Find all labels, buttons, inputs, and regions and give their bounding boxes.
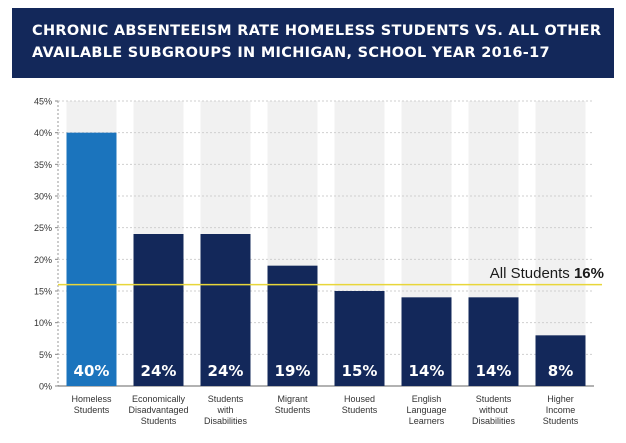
x-tick-label: Students: [74, 405, 110, 415]
y-tick-label: 35%: [34, 160, 52, 170]
bar-data-label: 24%: [208, 362, 244, 380]
x-tick-label: Migrant: [277, 394, 308, 404]
y-tick-label: 10%: [34, 318, 52, 328]
bar: [334, 291, 385, 386]
bar: [468, 297, 519, 386]
bar: [133, 234, 184, 386]
y-tick-label: 0%: [39, 382, 52, 392]
bar: [66, 132, 117, 386]
chart-header: CHRONIC ABSENTEEISM RATE HOMELESS STUDEN…: [12, 8, 614, 78]
x-tick-label: Students: [476, 394, 512, 404]
x-tick-label: Language: [406, 405, 446, 415]
chart-area: 0% 5% 10% 15% 20% 25% 30% 35% 40% 45% 40% Homeless S…: [12, 84, 614, 437]
x-tick-label: Disadvantaged: [128, 405, 188, 415]
x-tick-label: Income: [546, 405, 576, 415]
chart-title-line-2: AVAILABLE SUBGROUPS IN MICHIGAN, SCHOOL …: [32, 45, 550, 61]
y-tick-label: 25%: [34, 223, 52, 233]
x-tick-label: with: [216, 405, 233, 415]
bar-data-label: 15%: [342, 362, 378, 380]
x-tick-label: Disabilities: [204, 416, 248, 426]
reference-line-label-text: All Students: [489, 264, 574, 282]
x-tick-label: Housed: [344, 394, 375, 404]
x-tick-label: Higher: [547, 394, 574, 404]
y-tick-label: 5%: [39, 350, 52, 360]
x-tick-label: Disabilities: [472, 416, 516, 426]
chart-title-line-1: CHRONIC ABSENTEEISM RATE HOMELESS STUDEN…: [32, 23, 602, 39]
x-tick-label: Homeless: [71, 394, 112, 404]
bar-data-label: 14%: [476, 362, 512, 380]
y-tick-label: 45%: [34, 97, 52, 107]
bar: [200, 234, 251, 386]
y-tick-label: 40%: [34, 128, 52, 138]
x-tick-label: Students: [342, 405, 378, 415]
x-tick-label: Students: [543, 416, 579, 426]
y-tick-label: 30%: [34, 192, 52, 202]
reference-line-label-value: 16%: [573, 264, 604, 282]
bar-data-label: 24%: [141, 362, 177, 380]
x-tick-label: Students: [141, 416, 177, 426]
x-tick-label: without: [478, 405, 508, 415]
bar-data-label: 19%: [275, 362, 311, 380]
y-tick-label: 20%: [34, 255, 52, 265]
x-tick-label: Students: [208, 394, 244, 404]
bar-data-label: 8%: [548, 362, 573, 380]
y-tick-label: 15%: [34, 287, 52, 297]
x-tick-label: Students: [275, 405, 311, 415]
bar-chart: 0%5%10%15%20%25%30%35%40%45%40%HomelessS…: [34, 97, 602, 426]
bar-data-label: 40%: [74, 362, 110, 380]
x-tick-label: Economically: [132, 394, 186, 404]
reference-line-label: All Students 16%: [490, 265, 604, 282]
bar: [401, 297, 452, 386]
bar: [267, 265, 318, 386]
bar-data-label: 14%: [409, 362, 445, 380]
x-tick-label: English: [412, 394, 442, 404]
x-tick-label: Learners: [409, 416, 445, 426]
bar: [535, 335, 586, 386]
